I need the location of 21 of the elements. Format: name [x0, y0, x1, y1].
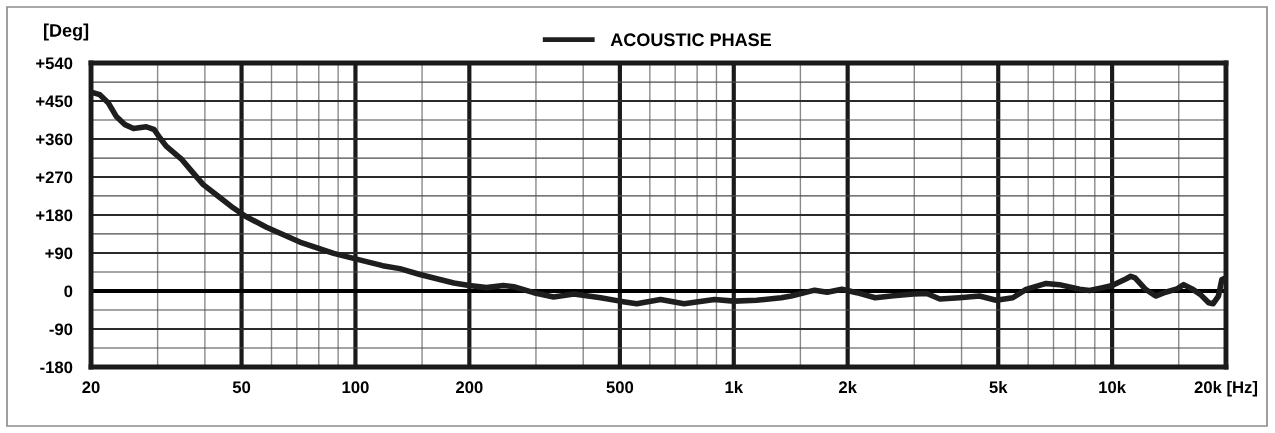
x-tick-label: 5k: [989, 380, 1008, 394]
y-tick-label: +270: [36, 171, 73, 184]
x-tick-label: 50: [232, 381, 251, 394]
x-tick-label: 1k: [725, 380, 744, 393]
y-tick-label: +180: [36, 209, 73, 222]
y-tick-label: +540: [36, 57, 73, 70]
y-tick-label: +450: [36, 95, 73, 108]
y-tick-label: 0: [64, 285, 73, 298]
legend-label: ACOUSTIC PHASE: [610, 33, 772, 47]
y-tick-label: -180: [40, 361, 73, 374]
x-tick-label: 200: [456, 381, 483, 394]
x-tick-label: 10k: [1099, 380, 1127, 394]
x-tick-label: 20k [Hz]: [1194, 380, 1258, 397]
y-tick-label: -90: [49, 323, 73, 336]
x-tick-label: 500: [606, 381, 634, 394]
x-tick-label: 100: [342, 381, 369, 394]
y-axis-title: [Deg]: [44, 23, 89, 41]
x-tick-label: 20: [82, 381, 100, 394]
x-tick-label: 2k: [838, 380, 857, 393]
y-tick-label: +90: [45, 247, 73, 260]
y-tick-label: +360: [36, 133, 73, 146]
